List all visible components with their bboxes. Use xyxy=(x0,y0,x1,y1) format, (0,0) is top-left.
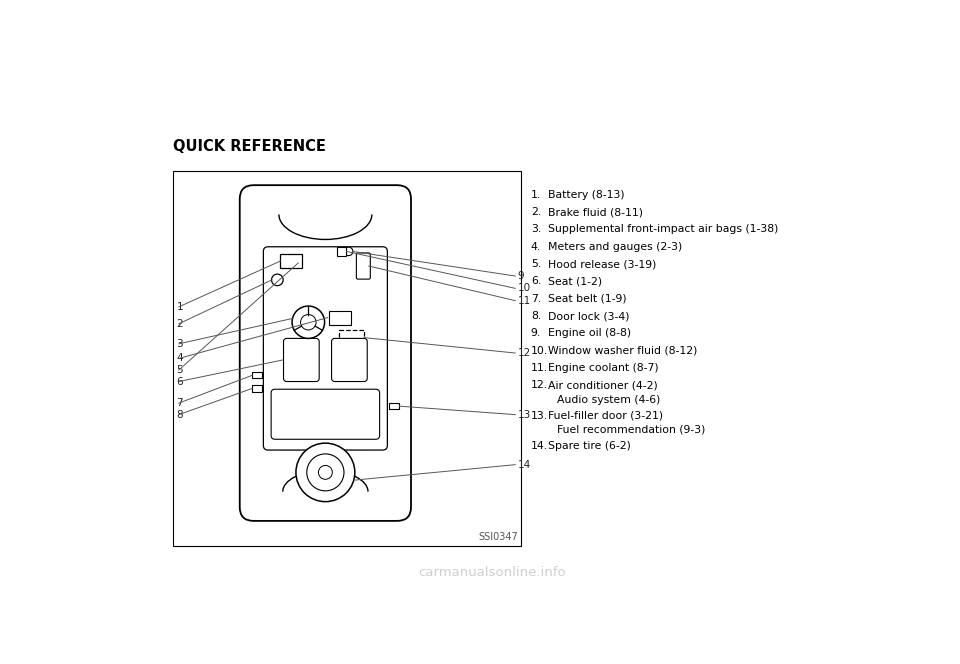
Text: 9.: 9. xyxy=(531,329,541,339)
Text: 14: 14 xyxy=(517,459,531,469)
Circle shape xyxy=(292,306,324,339)
Text: 11.: 11. xyxy=(531,363,548,373)
Text: Fuel recommendation (9‑3): Fuel recommendation (9‑3) xyxy=(557,425,706,435)
Text: 10: 10 xyxy=(517,284,531,293)
Text: Window washer fluid (8‑12): Window washer fluid (8‑12) xyxy=(548,346,697,356)
Text: QUICK REFERENCE: QUICK REFERENCE xyxy=(173,139,325,154)
FancyBboxPatch shape xyxy=(240,185,411,521)
Text: 7.: 7. xyxy=(531,293,541,303)
Bar xyxy=(339,330,364,345)
Text: SSI0347: SSI0347 xyxy=(479,533,518,542)
Text: 4: 4 xyxy=(177,353,183,363)
Circle shape xyxy=(300,315,316,330)
Text: Seat (1‑2): Seat (1‑2) xyxy=(548,276,602,286)
Text: 10.: 10. xyxy=(531,346,548,356)
Text: 3.: 3. xyxy=(531,224,541,234)
Text: 3: 3 xyxy=(177,339,183,349)
Bar xyxy=(252,373,262,378)
Circle shape xyxy=(345,247,353,256)
FancyBboxPatch shape xyxy=(331,339,368,382)
Text: Spare tire (6‑2): Spare tire (6‑2) xyxy=(548,441,631,451)
Text: 4.: 4. xyxy=(531,242,541,252)
Text: 11: 11 xyxy=(517,295,531,305)
Bar xyxy=(390,403,399,409)
Text: Fuel-filler door (3‑21): Fuel-filler door (3‑21) xyxy=(548,410,663,421)
Circle shape xyxy=(296,443,355,501)
Text: 9: 9 xyxy=(517,271,524,281)
Text: 13.: 13. xyxy=(531,410,548,421)
Text: Hood release (3‑19): Hood release (3‑19) xyxy=(548,259,657,269)
Text: 12.: 12. xyxy=(531,380,548,390)
Bar xyxy=(329,311,351,325)
Text: 13: 13 xyxy=(517,410,531,420)
Text: 5: 5 xyxy=(177,365,183,375)
FancyBboxPatch shape xyxy=(271,389,379,440)
Text: 6: 6 xyxy=(177,376,183,386)
Circle shape xyxy=(272,274,283,286)
FancyBboxPatch shape xyxy=(283,339,319,382)
Bar xyxy=(280,254,302,268)
Text: Door lock (3‑4): Door lock (3‑4) xyxy=(548,311,630,321)
Bar xyxy=(173,171,521,546)
Text: Engine coolant (8‑7): Engine coolant (8‑7) xyxy=(548,363,659,373)
Text: Air conditioner (4‑2): Air conditioner (4‑2) xyxy=(548,380,658,390)
Text: 12: 12 xyxy=(517,348,531,358)
Text: Supplemental front-impact air bags (1‑38): Supplemental front-impact air bags (1‑38… xyxy=(548,224,779,234)
Text: Battery (8‑13): Battery (8‑13) xyxy=(548,190,624,200)
Text: 8.: 8. xyxy=(531,311,541,321)
Text: Brake fluid (8‑11): Brake fluid (8‑11) xyxy=(548,207,643,217)
Circle shape xyxy=(307,454,344,491)
Text: Audio system (4‑6): Audio system (4‑6) xyxy=(557,394,660,404)
Text: 5.: 5. xyxy=(531,259,541,269)
Text: 8: 8 xyxy=(177,410,183,420)
Text: 14.: 14. xyxy=(531,441,548,451)
Text: Engine oil (8‑8): Engine oil (8‑8) xyxy=(548,329,631,339)
Bar xyxy=(252,385,262,392)
Text: carmanualsonline.info: carmanualsonline.info xyxy=(419,566,565,578)
Text: 6.: 6. xyxy=(531,276,541,286)
Text: 7: 7 xyxy=(177,398,183,408)
Text: 2.: 2. xyxy=(531,207,541,217)
Text: 1.: 1. xyxy=(531,190,541,200)
Text: Seat belt (1‑9): Seat belt (1‑9) xyxy=(548,293,627,303)
Text: Meters and gauges (2‑3): Meters and gauges (2‑3) xyxy=(548,242,682,252)
FancyBboxPatch shape xyxy=(263,247,388,450)
Text: 1: 1 xyxy=(177,302,183,312)
Text: 2: 2 xyxy=(177,319,183,329)
Circle shape xyxy=(319,465,332,479)
FancyBboxPatch shape xyxy=(356,253,371,279)
Bar xyxy=(337,247,347,256)
